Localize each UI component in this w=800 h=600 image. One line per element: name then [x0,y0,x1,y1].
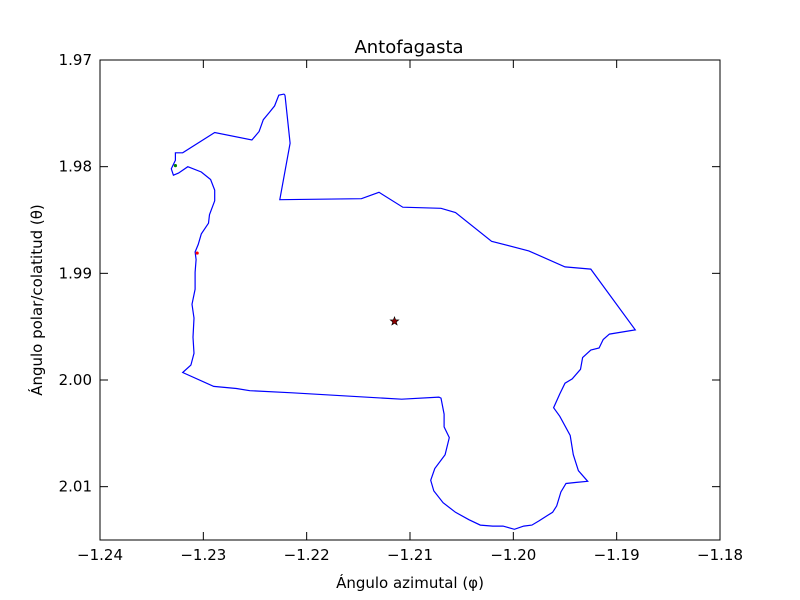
x-tick-label: −1.18 [697,546,743,564]
centroid-star-marker [389,315,400,326]
y-tick-label: 2.00 [59,371,92,389]
y-tick-label: 1.99 [59,264,92,282]
y-tick-label: 1.97 [59,51,92,69]
y-axis-label: Ángulo polar/colatitud (θ) [27,204,46,396]
start-dot-marker [173,164,178,168]
x-axis-label: Ángulo azimutal (φ) [336,573,484,592]
x-tick-label: −1.19 [594,546,640,564]
x-tick-label: −1.22 [284,546,330,564]
x-tick-label: −1.24 [77,546,123,564]
end-dot-marker [195,251,199,255]
chart-title: Antofagasta [354,37,463,58]
x-tick-label: −1.23 [180,546,226,564]
y-tick-label: 2.01 [59,478,92,496]
x-tick-label: −1.21 [387,546,433,564]
y-tick-label: 1.98 [59,158,92,176]
axis-tick-labels: −1.24 −1.23 −1.22 −1.21 −1.20 −1.19 −1.18 1.97 1… [59,51,743,564]
markers [173,164,400,326]
boundary-line [170,93,637,530]
x-tick-label: −1.20 [490,546,536,564]
axis-ticks [99,59,721,540]
